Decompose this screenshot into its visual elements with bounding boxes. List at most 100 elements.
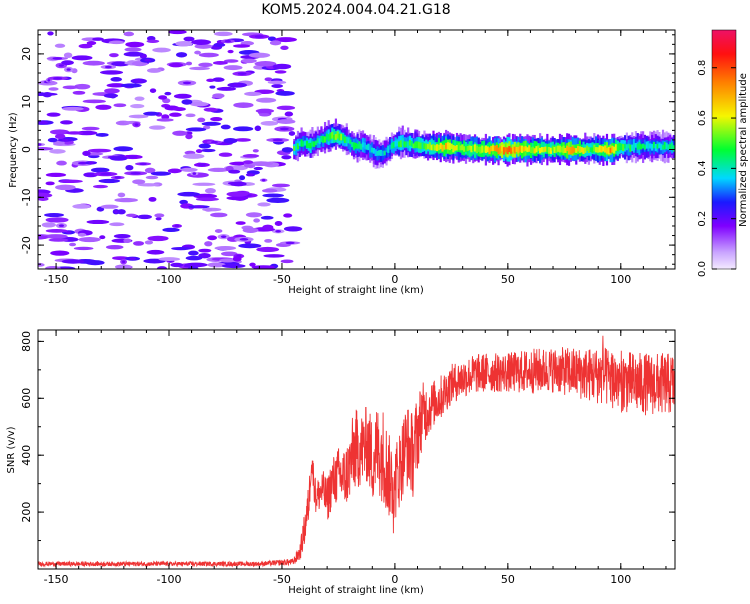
noise-blob bbox=[49, 129, 70, 135]
noise-blob bbox=[256, 246, 280, 253]
noise-blob bbox=[69, 242, 77, 247]
spectrogram-y-ticks: -20 -10 0 10 20 bbox=[20, 34, 675, 265]
ridge-cell bbox=[524, 146, 527, 151]
ridge-cell bbox=[643, 144, 647, 150]
ridge-cell bbox=[573, 147, 576, 153]
ridge-cell bbox=[314, 140, 318, 146]
noise-blob bbox=[274, 70, 287, 74]
colorbar-tick-label: 0.4 bbox=[697, 160, 708, 176]
y-tick-label: 200 bbox=[20, 502, 33, 523]
y-tick-label: 400 bbox=[20, 445, 33, 466]
noise-blob bbox=[146, 39, 160, 43]
ridge-cell bbox=[576, 146, 580, 152]
noise-blob bbox=[181, 99, 193, 105]
noise-blob bbox=[220, 124, 231, 130]
ridge-cell bbox=[553, 146, 556, 153]
ridge-cell bbox=[551, 145, 554, 151]
noise-blob bbox=[134, 96, 145, 101]
noise-blob bbox=[148, 196, 157, 202]
noise-blob bbox=[238, 175, 246, 181]
ridge-cell bbox=[318, 138, 321, 144]
x-tick-label: 50 bbox=[501, 573, 515, 586]
noise-blob bbox=[220, 251, 238, 257]
noise-blob bbox=[192, 182, 216, 186]
noise-blob bbox=[198, 143, 211, 149]
ridge-cell bbox=[501, 145, 504, 152]
noise-blob bbox=[99, 235, 106, 240]
noise-blob bbox=[73, 246, 94, 251]
ridge-cell bbox=[394, 140, 397, 147]
ridge-cell bbox=[522, 146, 525, 152]
ridge-cell bbox=[408, 139, 412, 146]
ridge-cell bbox=[508, 146, 511, 153]
ridge-cell bbox=[464, 145, 468, 152]
noise-blob bbox=[202, 125, 211, 130]
noise-blob bbox=[113, 146, 134, 152]
noise-blob bbox=[47, 137, 58, 143]
ridge-cell bbox=[473, 144, 477, 152]
ridge-cell bbox=[595, 147, 598, 153]
ridge-cell bbox=[450, 143, 453, 149]
noise-blob bbox=[149, 88, 157, 93]
ridge-cell bbox=[580, 147, 583, 153]
ridge-cell bbox=[351, 141, 354, 148]
noise-blob-core bbox=[174, 224, 180, 228]
ridge-cell bbox=[586, 145, 589, 151]
ridge-cell bbox=[638, 142, 641, 150]
noise-blob bbox=[147, 235, 169, 242]
ridge-cell bbox=[571, 146, 574, 154]
noise-blob bbox=[185, 61, 193, 66]
ridge-cell bbox=[425, 143, 428, 151]
noise-blob bbox=[124, 47, 142, 52]
ridge-cell bbox=[461, 144, 464, 151]
noise-blob bbox=[257, 202, 271, 207]
noise-blob-core bbox=[130, 172, 141, 175]
ridge-cell bbox=[441, 144, 444, 152]
noise-blob bbox=[226, 191, 249, 197]
ridge-cell bbox=[426, 144, 430, 149]
ridge-cell bbox=[293, 146, 296, 151]
noise-blob bbox=[214, 31, 233, 37]
noise-blob bbox=[98, 178, 121, 184]
noise-blob bbox=[233, 102, 254, 108]
ridge-cell bbox=[497, 147, 500, 155]
noise-blob bbox=[117, 192, 126, 198]
noise-blob bbox=[48, 238, 69, 242]
ridge-cell bbox=[347, 137, 350, 144]
noise-blob-core bbox=[47, 78, 51, 82]
noise-blob bbox=[271, 183, 290, 188]
noise-blob bbox=[128, 114, 149, 119]
snr-panel: -150 -100 -50 0 50 100 200 400 600 800 Height of… bbox=[6, 329, 676, 596]
noise-blob bbox=[189, 101, 209, 107]
noise-blob bbox=[86, 41, 97, 46]
noise-blob bbox=[38, 92, 47, 97]
noise-blob bbox=[81, 126, 100, 131]
noise-blob bbox=[248, 52, 271, 58]
noise-blob bbox=[198, 248, 212, 253]
noise-blob bbox=[148, 125, 166, 130]
ridge-cell bbox=[531, 146, 534, 154]
ridge-cell bbox=[316, 138, 319, 144]
ridge-cell bbox=[378, 150, 381, 156]
ridge-cell bbox=[542, 147, 545, 153]
ridge-cell bbox=[379, 149, 383, 156]
noise-blob bbox=[100, 204, 119, 209]
ridge-cell bbox=[517, 147, 520, 154]
noise-blob bbox=[264, 77, 273, 82]
noise-blob bbox=[264, 238, 273, 243]
noise-blob bbox=[221, 263, 246, 269]
ridge-cell bbox=[488, 147, 491, 155]
ridge-cell bbox=[320, 135, 323, 143]
noise-blob bbox=[71, 55, 93, 61]
ridge-cell bbox=[654, 143, 657, 152]
noise-blob bbox=[259, 112, 270, 117]
noise-blob bbox=[90, 167, 110, 173]
noise-blob-core bbox=[220, 235, 227, 238]
noise-blob bbox=[255, 97, 277, 103]
noise-blob bbox=[209, 85, 216, 89]
ridge-cell bbox=[405, 141, 408, 147]
ridge-cell bbox=[385, 147, 388, 153]
ridge-cell bbox=[539, 147, 542, 154]
ridge-cell bbox=[455, 144, 459, 151]
ridge-cell bbox=[445, 142, 448, 150]
